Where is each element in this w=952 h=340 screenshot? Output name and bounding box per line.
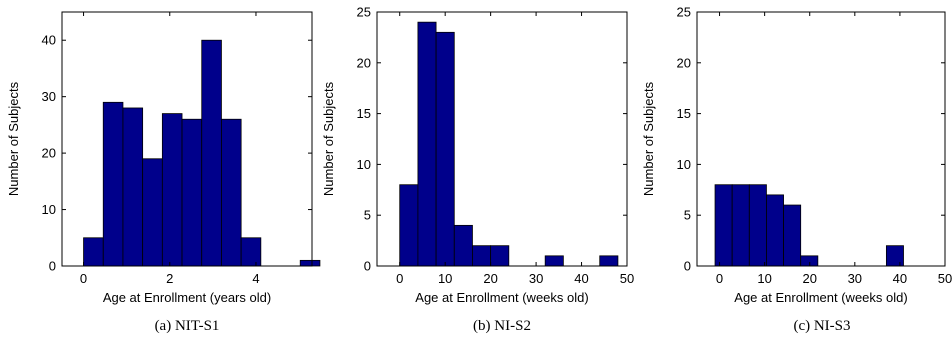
x-tick-label: 30 (529, 271, 543, 286)
x-tick-label: 50 (938, 271, 952, 286)
y-tick-label: 10 (677, 157, 691, 172)
y-tick-label: 30 (42, 89, 56, 104)
x-tick-label: 10 (757, 271, 771, 286)
x-axis-label: Age at Enrollment (years old) (103, 290, 271, 305)
x-tick-label: 0 (716, 271, 723, 286)
histogram-bar (783, 204, 802, 267)
x-tick-label: 30 (848, 271, 862, 286)
y-tick-label: 5 (684, 208, 691, 223)
figure-caption: (a) NIT-S1 (155, 318, 220, 334)
histogram-bar (435, 31, 455, 267)
figure-caption: (c) NI-S3 (793, 318, 850, 334)
y-tick-label: 20 (677, 55, 691, 70)
y-tick-label: 40 (42, 33, 56, 48)
y-tick-label: 25 (677, 5, 691, 20)
x-tick-label: 50 (620, 271, 634, 286)
histogram-bar (453, 224, 473, 267)
x-tick-label: 20 (483, 271, 497, 286)
x-axis-label: Age at Enrollment (weeks old) (734, 290, 907, 305)
y-tick-label: 10 (357, 157, 371, 172)
y-tick-label: 0 (364, 259, 371, 274)
histogram-bar (122, 107, 144, 267)
histogram-bar (142, 158, 163, 267)
y-tick-label: 25 (357, 5, 371, 20)
histogram-bar (181, 118, 203, 267)
chart-panel-2: 0 5 10 15 20 25 0 10 20 30 40 50 Age at Enrollment (… (321, 5, 634, 335)
figure-caption: (b) NI-S2 (473, 318, 531, 334)
x-tick-label: 0 (396, 271, 403, 286)
histogram-bar (472, 245, 492, 267)
chart-panel-3: 0 5 10 15 20 25 0 10 20 30 40 50 Age at Enrollment (… (641, 5, 952, 335)
y-tick-label: 10 (42, 202, 56, 217)
x-tick-label: 2 (166, 271, 173, 286)
histogram-bar (240, 237, 262, 267)
histogram-bar (299, 259, 321, 267)
histogram-bar (731, 184, 750, 267)
histogram-bar (399, 184, 419, 267)
histogram-bar (102, 101, 124, 267)
y-tick-label: 20 (357, 55, 371, 70)
y-tick-label: 15 (357, 106, 371, 121)
x-tick-label: 10 (438, 271, 452, 286)
histogram-bar (201, 39, 222, 267)
x-axis-label: Age at Enrollment (weeks old) (415, 290, 588, 305)
y-tick-label: 0 (684, 259, 691, 274)
chart-panel-1: 0 10 20 30 40 0 2 4 Age at Enrollment (years old… (6, 11, 321, 334)
y-tick-label: 0 (49, 259, 56, 274)
y-tick-label: 5 (364, 208, 371, 223)
axes-frame (696, 11, 946, 267)
histogram-bar (714, 184, 733, 267)
histogram-bar (885, 245, 904, 267)
histogram-bar (221, 118, 242, 267)
histogram-bar (766, 194, 784, 267)
x-tick-label: 0 (80, 271, 87, 286)
histogram-bar (417, 21, 437, 267)
histogram-bar (161, 113, 183, 267)
y-tick-label: 15 (677, 106, 691, 121)
x-tick-label: 20 (802, 271, 816, 286)
histogram-bar (544, 255, 564, 267)
x-tick-label: 4 (252, 271, 259, 286)
y-axis-label: Number of Subjects (641, 81, 656, 196)
axes-frame (376, 11, 628, 267)
histogram-bar (599, 255, 619, 267)
axes-frame (61, 11, 313, 267)
y-axis-label: Number of Subjects (6, 81, 21, 196)
x-tick-label: 40 (893, 271, 907, 286)
histogram-bar (490, 245, 510, 267)
histogram-bar (83, 237, 104, 267)
x-tick-label: 40 (574, 271, 588, 286)
y-axis-label: Number of Subjects (321, 81, 336, 196)
histogram-bar (748, 184, 767, 267)
y-tick-label: 20 (42, 146, 56, 161)
